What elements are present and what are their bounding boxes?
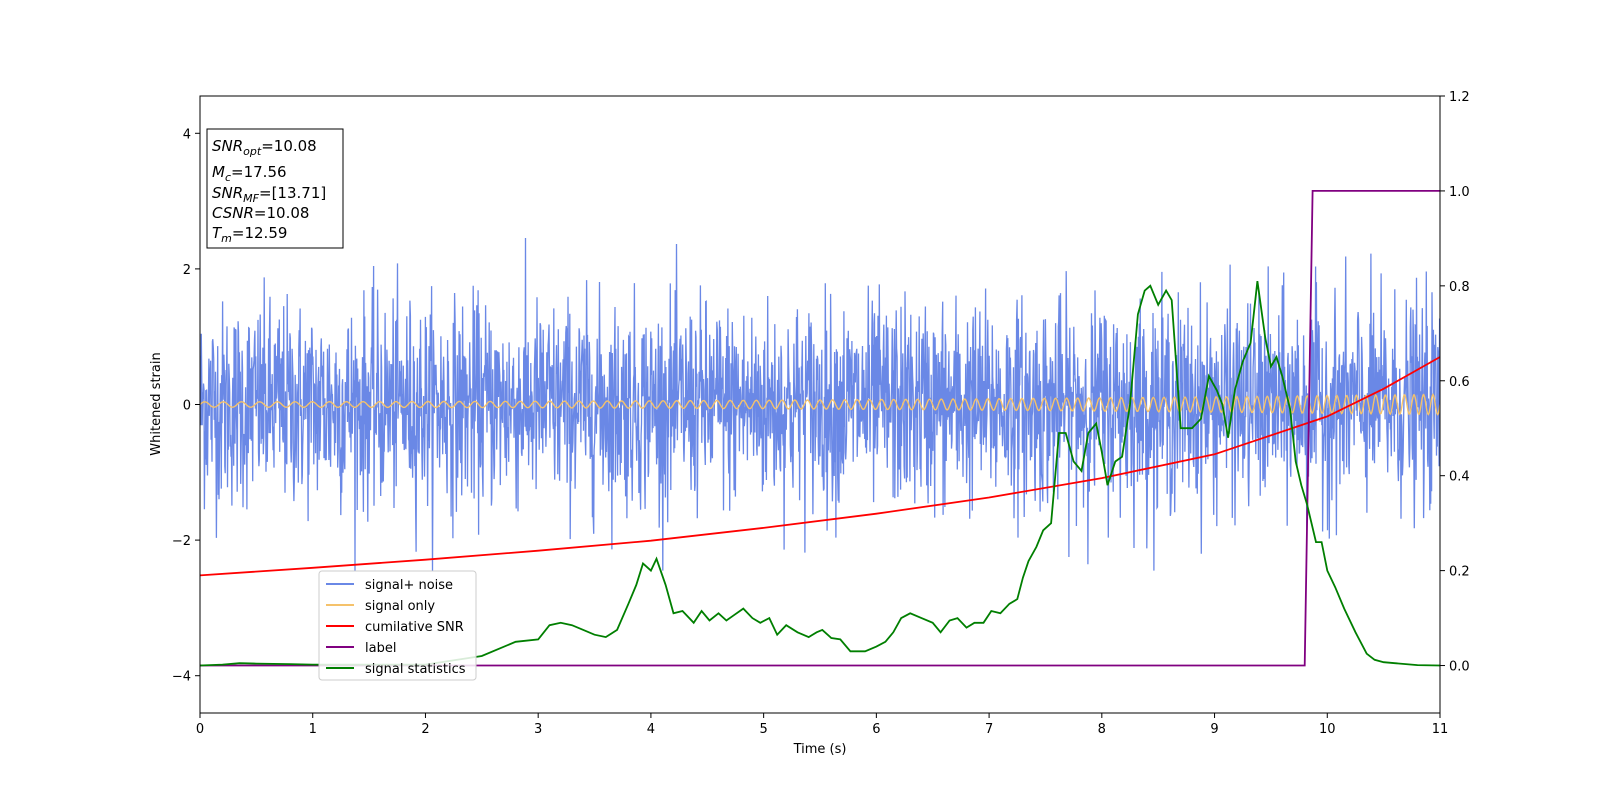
y2-tick-label: 0.6 xyxy=(1449,375,1470,390)
x-tick-label: 6 xyxy=(872,722,880,737)
x-tick-label: 8 xyxy=(1098,722,1106,737)
legend-label: signal+ noise xyxy=(365,578,453,593)
x-axis-ticks: 0 1 2 3 4 5 6 7 8 9 10 11 xyxy=(196,713,1448,737)
x-tick-label: 2 xyxy=(421,722,429,737)
x-axis-label: Time (s) xyxy=(793,742,847,757)
y2-tick-label: 1.2 xyxy=(1449,90,1470,105)
x-tick-label: 0 xyxy=(196,722,204,737)
x-tick-label: 11 xyxy=(1432,722,1449,737)
y2-tick-label: 0.0 xyxy=(1449,660,1470,675)
y-axis-ticks: −4 −2 0 2 4 xyxy=(172,127,200,684)
x-tick-label: 1 xyxy=(309,722,317,737)
y2-tick-label: 1.0 xyxy=(1449,185,1470,200)
x-tick-label: 7 xyxy=(985,722,993,737)
y-tick-label: 0 xyxy=(183,399,191,414)
y-tick-label: −2 xyxy=(172,534,191,549)
y2-axis-ticks: 0.0 0.2 0.4 0.6 0.8 1.0 1.2 xyxy=(1440,90,1470,675)
csnr-text: CSNR=10.08 xyxy=(212,204,309,222)
y2-tick-label: 0.4 xyxy=(1449,470,1470,485)
snr-mf-text: SNRMF=[13.71] xyxy=(212,184,326,205)
y-tick-label: 4 xyxy=(183,127,191,142)
x-tick-label: 9 xyxy=(1210,722,1218,737)
legend-label: cumilative SNR xyxy=(365,620,464,635)
legend-label: signal statistics xyxy=(365,662,466,677)
snr-opt-text: SNRopt=10.08 xyxy=(212,137,317,158)
legend-label: signal only xyxy=(365,599,435,614)
x-tick-label: 4 xyxy=(647,722,655,737)
x-tick-label: 10 xyxy=(1319,722,1336,737)
x-tick-label: 3 xyxy=(534,722,542,737)
y-axis-label: Whitened strain xyxy=(149,352,164,455)
metrics-annotation: SNRopt=10.08 Mc=17.56 SNRMF=[13.71] CSNR… xyxy=(207,129,343,248)
y-tick-label: −4 xyxy=(172,670,191,685)
y-tick-label: 2 xyxy=(183,263,191,278)
y2-tick-label: 0.2 xyxy=(1449,565,1470,580)
x-tick-label: 5 xyxy=(759,722,767,737)
legend-label: label xyxy=(365,641,396,656)
legend: signal+ noise signal only cumilative SNR la… xyxy=(319,571,476,680)
mc-text: Mc=17.56 xyxy=(212,163,287,184)
y2-tick-label: 0.8 xyxy=(1449,280,1470,295)
